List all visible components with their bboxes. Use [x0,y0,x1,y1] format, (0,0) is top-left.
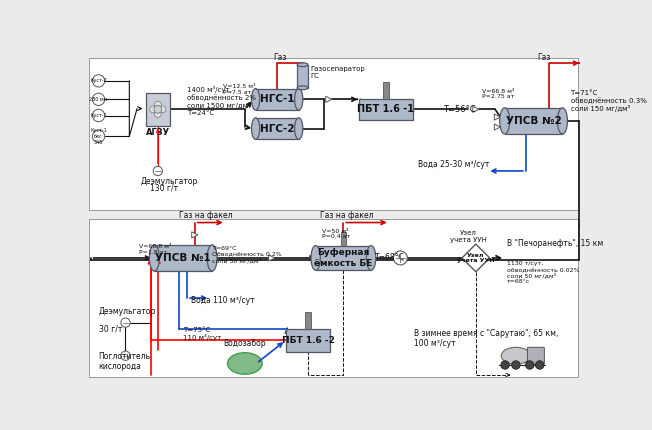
Text: АГЗУ: АГЗУ [146,128,170,137]
Ellipse shape [501,347,531,364]
Circle shape [150,106,156,113]
Text: Вода 110 м³/сут: Вода 110 м³/сут [191,296,254,305]
Text: УПСВ №1: УПСВ №1 [155,253,211,263]
FancyBboxPatch shape [305,312,311,329]
Text: Газ на факел: Газ на факел [320,211,374,220]
Ellipse shape [295,118,303,139]
Text: Куст-1: Куст-1 [90,113,107,118]
FancyBboxPatch shape [297,64,308,88]
Text: Куст-1
бес
345: Куст-1 бес 345 [90,128,107,144]
Text: V=66.8 м³
P=2.75 ат: V=66.8 м³ P=2.75 ат [482,89,514,99]
Circle shape [153,166,162,175]
FancyBboxPatch shape [145,93,170,126]
FancyBboxPatch shape [286,329,331,352]
Ellipse shape [311,246,320,270]
Text: Т=71°С
обводнённость 0.3%
соли 150 мг/дм³: Т=71°С обводнённость 0.3% соли 150 мг/дм… [570,90,646,112]
Polygon shape [494,114,501,120]
Text: Газ: Газ [273,52,287,61]
Text: Куст-2: Куст-2 [90,78,107,83]
Text: Вода 25-30 м³/сут: Вода 25-30 м³/сут [417,160,489,169]
Ellipse shape [366,246,376,270]
FancyBboxPatch shape [256,118,299,139]
Circle shape [154,105,162,113]
Text: Узел
учета УУН: Узел учета УУН [457,252,495,263]
Ellipse shape [297,86,308,90]
Text: НГС-2: НГС-2 [260,123,295,134]
Circle shape [93,130,105,142]
Circle shape [121,318,130,327]
Circle shape [501,361,509,369]
FancyBboxPatch shape [316,246,371,270]
Polygon shape [494,124,501,130]
FancyBboxPatch shape [155,245,212,271]
Text: Т=56°С: Т=56°С [443,105,476,114]
FancyBboxPatch shape [341,232,346,246]
Ellipse shape [149,245,159,271]
FancyBboxPatch shape [505,108,563,134]
Circle shape [393,251,408,265]
Circle shape [93,93,105,105]
Text: ПБТ 1.6 -1: ПБТ 1.6 -1 [357,104,414,114]
Text: 30 г/т: 30 г/т [98,325,122,334]
Text: В зимнее время с "Сарутаю", 65 км,
100 м³/сут: В зимнее время с "Сарутаю", 65 км, 100 м… [414,329,559,348]
Text: V=50 м³
Р=0.4 ат: V=50 м³ Р=0.4 ат [322,229,350,240]
Text: Узел
учета УУН: Узел учета УУН [450,230,486,243]
Text: Деэмульгатор: Деэмульгатор [98,307,156,316]
Ellipse shape [252,89,259,110]
Text: Водозабор: Водозабор [224,339,266,348]
Polygon shape [326,96,332,102]
FancyBboxPatch shape [89,219,578,377]
Text: Газ на факел: Газ на факел [179,211,233,220]
Text: Т=68°С: Т=68°С [375,253,405,262]
Circle shape [93,75,105,87]
Ellipse shape [499,108,510,134]
Circle shape [159,106,166,113]
Circle shape [121,351,130,360]
Ellipse shape [252,118,259,139]
Circle shape [535,361,544,369]
Text: 1130 т/сут,
обводнённость 0.02%
соли 50 мг/дм³
т=68°с: 1130 т/сут, обводнённость 0.02% соли 50 … [507,261,579,284]
Ellipse shape [557,108,567,134]
Text: V=12.5 м³
Р=7.5 ат: V=12.5 м³ Р=7.5 ат [223,84,256,95]
Text: 280 мм: 280 мм [89,97,108,102]
Circle shape [512,361,520,369]
Text: V=66.8 м³
Р=1.8 ат: V=66.8 м³ Р=1.8 ат [139,244,171,255]
FancyBboxPatch shape [527,347,544,364]
Text: 1400 м³/сут,
обводнённость 2%
соли 1500 мг/дм³
Т=24°С: 1400 м³/сут, обводнённость 2% соли 1500 … [187,86,256,117]
Text: Деэмульгатор: Деэмульгатор [141,177,198,186]
FancyBboxPatch shape [383,82,389,98]
Text: Газосепаратор
ГС: Газосепаратор ГС [310,66,365,79]
Circle shape [155,111,161,117]
Text: УПСВ №2: УПСВ №2 [506,116,561,126]
Polygon shape [462,244,490,272]
Polygon shape [192,232,198,238]
Text: НГС-1: НГС-1 [260,94,295,104]
Text: ПБТ 1.6 -2: ПБТ 1.6 -2 [282,336,334,345]
Text: Т=75°С
110 м³/сут: Т=75°С 110 м³/сут [183,327,222,341]
FancyBboxPatch shape [89,58,578,210]
Text: Газ: Газ [537,52,551,61]
Polygon shape [473,106,479,112]
Ellipse shape [295,89,303,110]
Text: В "Печоранефть", 15 км: В "Печоранефть", 15 км [507,239,603,248]
Polygon shape [269,255,275,261]
Text: Поглотитель
кислорода: Поглотитель кислорода [98,352,151,371]
Circle shape [155,101,161,108]
FancyBboxPatch shape [256,89,299,110]
Text: Т=69°С
Обводнённость 0.2%
соли 50 мг/дм³: Т=69°С Обводнённость 0.2% соли 50 мг/дм³ [213,246,282,263]
Text: 130 г/т: 130 г/т [150,183,178,192]
Ellipse shape [297,63,308,67]
Circle shape [526,361,534,369]
Ellipse shape [207,245,217,271]
Text: Буферная
ёмкость БЕ: Буферная ёмкость БЕ [314,248,372,267]
Circle shape [93,109,105,122]
FancyBboxPatch shape [359,98,413,120]
Ellipse shape [228,353,262,374]
